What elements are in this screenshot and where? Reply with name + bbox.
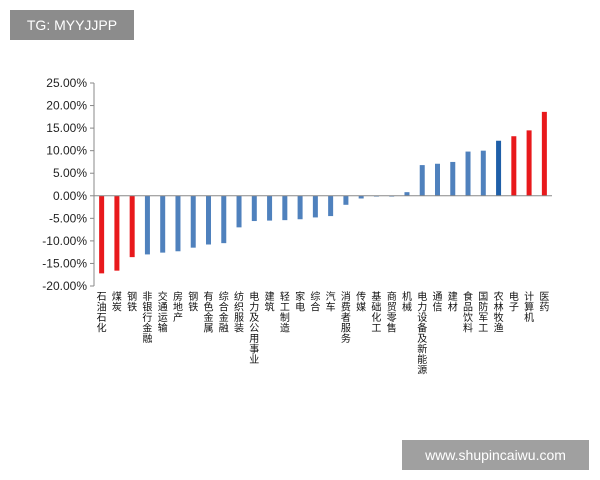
bar-1: [99, 195, 105, 274]
bar-28: [511, 136, 517, 196]
x-tick-label: 家电: [295, 290, 305, 314]
x-tick-label: 综合金融: [219, 290, 229, 335]
bar-18: [358, 195, 364, 199]
bar-4: [144, 195, 150, 255]
x-tick-label: 计算机: [524, 290, 534, 324]
x-tick-label: 电力及公用事业: [249, 290, 259, 366]
x-tick-label: 钢铁: [188, 290, 198, 314]
site-url-badge: www.shupincaiwu.com: [402, 440, 589, 470]
y-tick-label: 25.00%: [46, 76, 87, 90]
bar-13: [282, 195, 288, 221]
y-tick-label: -15.00%: [42, 256, 87, 270]
bar-2: [114, 195, 120, 271]
bar-15: [312, 195, 318, 218]
x-tick-label: 有色金属: [204, 290, 214, 335]
x-tick-label: 石油石化: [97, 292, 107, 335]
y-tick-label: 10.00%: [46, 144, 87, 158]
bar-29: [526, 130, 532, 196]
x-tick-label: 轻工制造: [280, 290, 290, 335]
x-tick-label: 食品饮料: [463, 290, 473, 335]
bar-14: [297, 195, 303, 220]
bar-9: [221, 195, 227, 244]
x-tick-label: 机械: [402, 290, 412, 314]
watermark-tag: TG: MYYJJPP: [10, 10, 134, 40]
bar-16: [328, 195, 334, 217]
y-tick-label: -20.00%: [42, 279, 87, 293]
bar-17: [343, 195, 349, 205]
x-tick-label: 建材: [448, 290, 458, 314]
x-tick-label: 交通运输: [158, 290, 168, 335]
x-tick-label: 纺织服装: [234, 290, 244, 335]
x-tick-label: 电力设备及新能源: [417, 290, 427, 377]
bar-27: [496, 140, 502, 196]
bar-30: [541, 111, 547, 196]
x-tick-label: 钢铁: [127, 290, 137, 314]
y-tick-label: 5.00%: [53, 166, 87, 180]
x-tick-label: 综合: [310, 290, 320, 314]
x-tick-label: 电子: [509, 290, 519, 314]
x-tick-label: 商贸零售: [387, 290, 397, 335]
bar-6: [175, 195, 181, 252]
y-tick-label: 15.00%: [46, 121, 87, 135]
x-tick-label: 通信: [433, 291, 443, 314]
bar-11: [251, 195, 257, 222]
x-tick-label: 汽车: [326, 290, 336, 314]
bar-5: [160, 195, 166, 253]
bar-3: [129, 195, 135, 258]
bar-10: [236, 195, 242, 228]
x-tick-label: 煤炭: [112, 290, 122, 314]
x-tick-label: 建筑: [265, 290, 275, 314]
y-tick-label: 0.00%: [53, 189, 87, 203]
x-tick-label: 国防军工: [478, 291, 488, 335]
x-tick-label: 医药: [539, 291, 549, 314]
x-tick-label: 传媒: [356, 291, 366, 314]
bar-26: [480, 150, 486, 196]
x-tick-label: 非银行金融: [142, 291, 152, 345]
x-tick-label: 农林牧渔: [494, 290, 504, 335]
bar-24: [450, 161, 456, 196]
y-tick-label: -10.00%: [42, 234, 87, 248]
bar-25: [465, 151, 471, 196]
y-tick-label: -5.00%: [49, 211, 87, 225]
x-tick-label: 基础化工: [371, 290, 381, 335]
x-tick-label: 消费者服务: [341, 290, 351, 345]
bar-12: [267, 195, 273, 221]
bar-23: [435, 163, 440, 196]
y-tick-label: 20.00%: [46, 99, 87, 113]
bar-22: [419, 165, 425, 196]
bar-8: [206, 195, 211, 245]
bar-7: [190, 195, 196, 248]
bar-21: [404, 192, 410, 196]
x-tick-label: 房地产: [173, 290, 183, 324]
